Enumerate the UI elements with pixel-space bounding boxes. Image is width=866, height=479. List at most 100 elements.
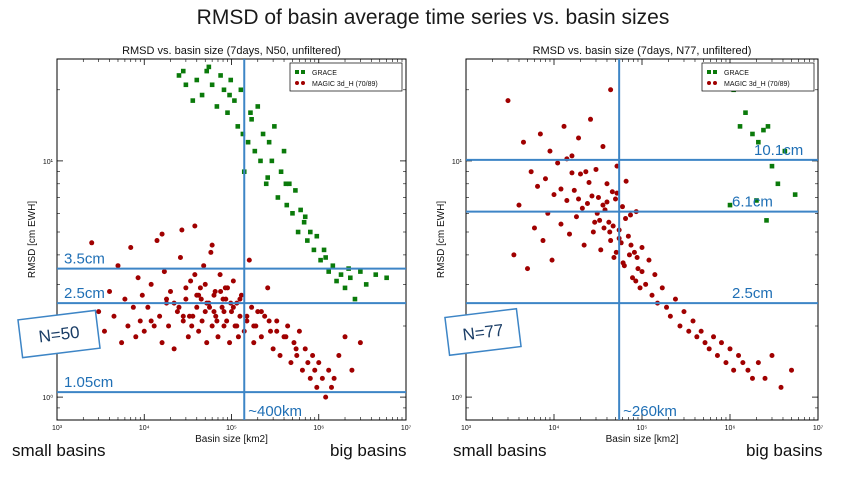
- legend-marker-magic: [301, 81, 305, 85]
- magic-point: [122, 296, 128, 302]
- magic-point: [299, 367, 305, 373]
- magic-point: [537, 131, 543, 137]
- magic-point: [561, 123, 567, 129]
- magic-point: [531, 225, 537, 231]
- magic-point: [220, 296, 226, 302]
- magic-point: [285, 323, 291, 329]
- grace-point: [346, 266, 351, 271]
- magic-point: [119, 340, 125, 346]
- plot-area: [505, 87, 798, 390]
- magic-point: [159, 340, 165, 346]
- grace-point: [190, 98, 196, 103]
- sample-count-box: [444, 307, 522, 357]
- caption-left-small: small basins: [12, 441, 106, 460]
- magic-point: [186, 313, 192, 319]
- magic-point: [262, 313, 268, 319]
- plot-area: [80, 64, 389, 400]
- x-tick-label: 10³: [52, 425, 63, 432]
- grace-point: [235, 124, 241, 129]
- magic-point: [107, 288, 113, 294]
- magic-point: [727, 346, 733, 352]
- grace-point: [754, 198, 759, 203]
- magic-point: [222, 285, 228, 291]
- caption-right-big: big basins: [746, 441, 823, 460]
- magic-point: [681, 309, 687, 315]
- magic-point: [592, 219, 598, 225]
- magic-point: [525, 266, 531, 272]
- magic-point: [549, 257, 555, 263]
- magic-point: [694, 334, 700, 340]
- grace-point: [225, 110, 230, 115]
- magic-point: [731, 367, 737, 373]
- magic-point: [326, 367, 332, 373]
- magic-point: [528, 169, 534, 175]
- sample-count-label: N=50: [37, 323, 80, 347]
- magic-point: [613, 196, 619, 202]
- magic-point: [627, 212, 633, 218]
- magic-point: [235, 334, 241, 340]
- size-threshold-label: ~400km: [248, 403, 302, 420]
- grace-point: [284, 202, 290, 208]
- magic-point: [312, 367, 318, 373]
- magic-point: [139, 292, 145, 298]
- legend-box: [289, 62, 403, 92]
- magic-point: [620, 260, 626, 266]
- magic-point: [214, 318, 220, 324]
- magic-point: [202, 309, 208, 315]
- grace-point: [302, 214, 308, 220]
- magic-point: [608, 238, 614, 244]
- magic-point: [128, 244, 134, 250]
- magic-point: [571, 187, 577, 193]
- magic-point: [283, 334, 289, 340]
- magic-point: [179, 227, 185, 233]
- grace-point: [204, 68, 210, 74]
- grace-point: [241, 169, 247, 175]
- magic-point: [174, 309, 180, 315]
- grace-point: [293, 188, 298, 193]
- grace-point: [194, 77, 200, 83]
- magic-point: [357, 340, 363, 346]
- legend-marker-grace: [301, 70, 305, 74]
- x-tick-label: 10³: [461, 425, 472, 432]
- magic-point: [270, 346, 276, 352]
- magic-point: [211, 292, 217, 298]
- grace-point: [769, 163, 775, 169]
- magic-point: [649, 292, 655, 298]
- x-tick-label: 10⁶: [313, 425, 324, 432]
- magic-point: [258, 334, 264, 340]
- magic-point: [180, 313, 186, 319]
- magic-point: [168, 288, 174, 294]
- magic-point: [706, 346, 712, 352]
- magic-point: [579, 205, 585, 211]
- grace-point: [318, 257, 323, 263]
- magic-point: [602, 207, 608, 213]
- grace-point: [260, 131, 266, 137]
- magic-point: [209, 323, 215, 329]
- magic-point: [723, 360, 729, 366]
- magic-point: [244, 318, 250, 324]
- x-axis-label: Basin size [km2]: [195, 434, 268, 445]
- magic-point: [511, 252, 517, 258]
- magic-point: [192, 272, 198, 278]
- grace-point: [272, 124, 277, 129]
- x-tick-label: 10⁷: [813, 425, 824, 432]
- magic-point: [702, 340, 708, 346]
- magic-point: [101, 328, 107, 334]
- magic-point: [251, 340, 257, 346]
- magic-point: [547, 148, 553, 154]
- magic-point: [232, 323, 238, 329]
- grace-point: [221, 87, 227, 93]
- magic-point: [586, 180, 592, 186]
- magic-point: [148, 281, 154, 287]
- magic-point: [253, 323, 259, 329]
- grace-point: [761, 127, 766, 133]
- caption-left-big: big basins: [330, 441, 407, 460]
- grace-point: [199, 92, 205, 98]
- plot-frame: [56, 58, 407, 421]
- magic-point: [652, 272, 658, 278]
- threshold-label: 10.1cm: [754, 142, 803, 159]
- magic-point: [566, 231, 572, 237]
- magic-point: [211, 309, 217, 315]
- legend-marker-magic: [713, 81, 717, 85]
- grace-point: [301, 219, 307, 225]
